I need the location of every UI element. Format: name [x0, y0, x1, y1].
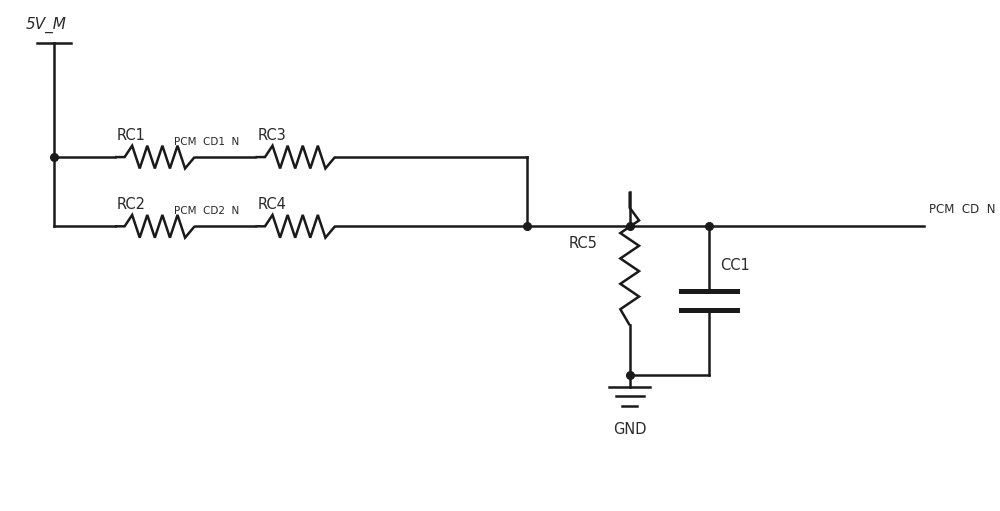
Text: 5V_M: 5V_M: [26, 17, 67, 33]
Text: RC2: RC2: [117, 197, 146, 213]
Text: RC4: RC4: [257, 197, 286, 213]
Text: GND: GND: [613, 422, 646, 437]
Text: CC1: CC1: [720, 259, 750, 273]
Text: RC5: RC5: [568, 236, 597, 251]
Text: RC1: RC1: [117, 128, 146, 143]
Text: PCM  CD1  N: PCM CD1 N: [174, 137, 239, 147]
Text: PCM  CD  N: PCM CD N: [929, 203, 996, 217]
Text: PCM  CD2  N: PCM CD2 N: [174, 206, 239, 217]
Text: RC3: RC3: [257, 128, 286, 143]
